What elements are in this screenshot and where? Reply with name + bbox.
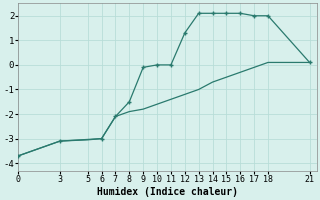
X-axis label: Humidex (Indice chaleur): Humidex (Indice chaleur) (97, 186, 238, 197)
